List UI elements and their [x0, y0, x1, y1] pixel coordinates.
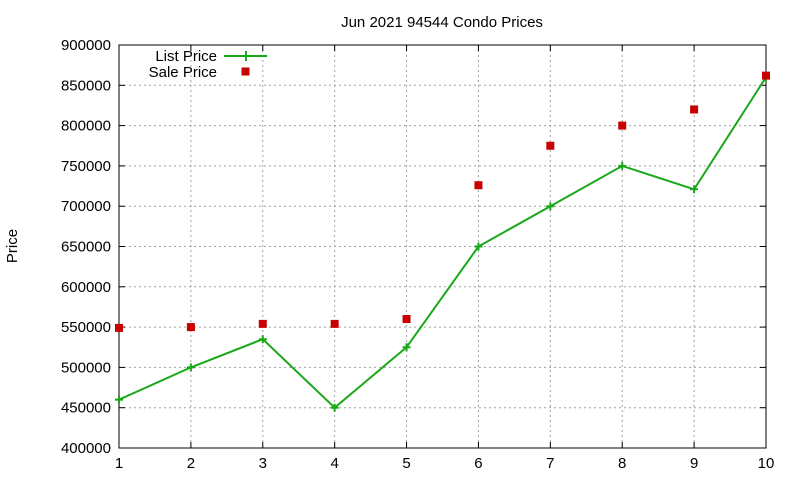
y-tick-label: 700000: [61, 198, 111, 215]
sale-price-point: [402, 315, 411, 324]
y-tick-label: 500000: [61, 359, 111, 376]
list-price-point: [690, 185, 699, 194]
sale-price-point: [186, 323, 195, 332]
sale-price-point: [330, 319, 339, 328]
y-tick-label: 750000: [61, 158, 111, 175]
y-tick-label: 400000: [61, 440, 111, 457]
x-tick-label: 1: [115, 455, 123, 472]
list-price-point: [330, 403, 339, 412]
sale-price-point: [115, 323, 123, 332]
y-tick-label: 650000: [61, 239, 111, 256]
list-price-point: [402, 343, 411, 352]
legend-label-sale-price: Sale Price: [149, 64, 217, 81]
list-price-point: [186, 363, 195, 372]
sale-price-point: [690, 105, 699, 114]
y-axis-label: Price: [4, 229, 21, 263]
legend-label-list-price: List Price: [155, 48, 217, 65]
legend-marker-sale-price: [241, 67, 250, 76]
y-tick-label: 550000: [61, 319, 111, 336]
sale-price-point: [258, 319, 267, 328]
plot-frame: [118, 44, 767, 449]
list-price-point: [115, 395, 123, 404]
x-tick-label: 10: [758, 455, 775, 472]
x-tick-label: 6: [474, 455, 482, 472]
x-tick-label: 9: [690, 455, 698, 472]
list-price-line: [118, 76, 767, 410]
sale-price-point: [546, 141, 555, 150]
sale-price-point: [762, 71, 770, 80]
y-tick-label: 600000: [61, 279, 111, 296]
chart-title: Jun 2021 94544 Condo Prices: [341, 14, 543, 31]
legend-marker-list-price: [241, 51, 251, 61]
x-tick-label: 3: [259, 455, 267, 472]
x-tick-label: 8: [618, 455, 626, 472]
series-layer: [115, 71, 770, 412]
x-tick-label: 7: [546, 455, 554, 472]
y-tick-label: 850000: [61, 77, 111, 94]
x-tick-label: 2: [187, 455, 195, 472]
x-tick-label: 4: [330, 455, 338, 472]
sale-price-point: [618, 121, 627, 130]
y-tick-label: 450000: [61, 400, 111, 417]
list-price-point: [546, 202, 555, 211]
list-price-point: [474, 242, 483, 251]
list-price-point: [618, 161, 627, 170]
ticks-layer: 400000 450000 500000 550000 600000 650000 7000…: [61, 37, 774, 472]
x-tick-label: 5: [402, 455, 410, 472]
grid-layer: [119, 45, 766, 448]
y-tick-label: 800000: [61, 118, 111, 135]
list-price-point: [258, 335, 267, 344]
legend: List Price Sale Price: [149, 48, 267, 81]
sale-price-point: [474, 181, 483, 190]
y-tick-label: 900000: [61, 37, 111, 54]
